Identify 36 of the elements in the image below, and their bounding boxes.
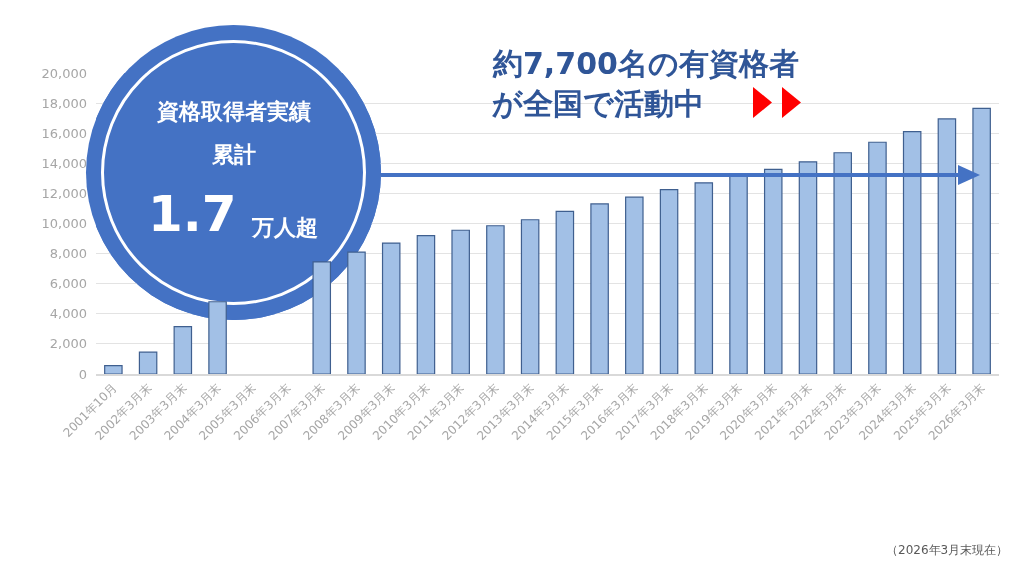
bar: [555, 210, 575, 374]
text: （2026年3月末現在）: [886, 543, 1009, 557]
y-tick-label: 2,000: [49, 336, 87, 352]
bar: [173, 325, 193, 374]
y-tick-label: 8,000: [49, 246, 87, 262]
bar: [208, 301, 227, 374]
y-tick-label: 16,000: [41, 125, 87, 141]
y-tick-label: 20,000: [41, 65, 87, 81]
y-tick-label: 12,000: [41, 185, 87, 201]
y-tick-label: 4,000: [49, 306, 87, 322]
bar: [451, 229, 470, 374]
annotation: 約7,700名の有資格者: [492, 46, 799, 81]
bar: [729, 174, 748, 374]
bar: [902, 131, 922, 374]
y-tick-label: 0: [78, 366, 87, 382]
bar: [381, 242, 401, 374]
bar: [416, 234, 436, 374]
bar: [833, 152, 852, 374]
y-tick-label: 10,000: [41, 216, 87, 232]
bar: [937, 118, 957, 374]
y-tick-label: 18,000: [41, 95, 87, 111]
bar: [659, 189, 679, 374]
bar: [486, 225, 505, 374]
y-tick-label: 14,000: [41, 155, 87, 171]
bar: [590, 203, 609, 374]
bar: [138, 351, 158, 374]
bar: [972, 107, 991, 374]
y-tick-label: 6,000: [49, 276, 87, 292]
annotation: が全国で活動中: [492, 86, 704, 121]
bar: [625, 196, 644, 374]
bar: [798, 161, 818, 374]
bar: [763, 168, 783, 374]
bar: [104, 365, 123, 374]
bar: [694, 182, 714, 374]
bar: [520, 219, 540, 374]
bar: [868, 141, 887, 374]
